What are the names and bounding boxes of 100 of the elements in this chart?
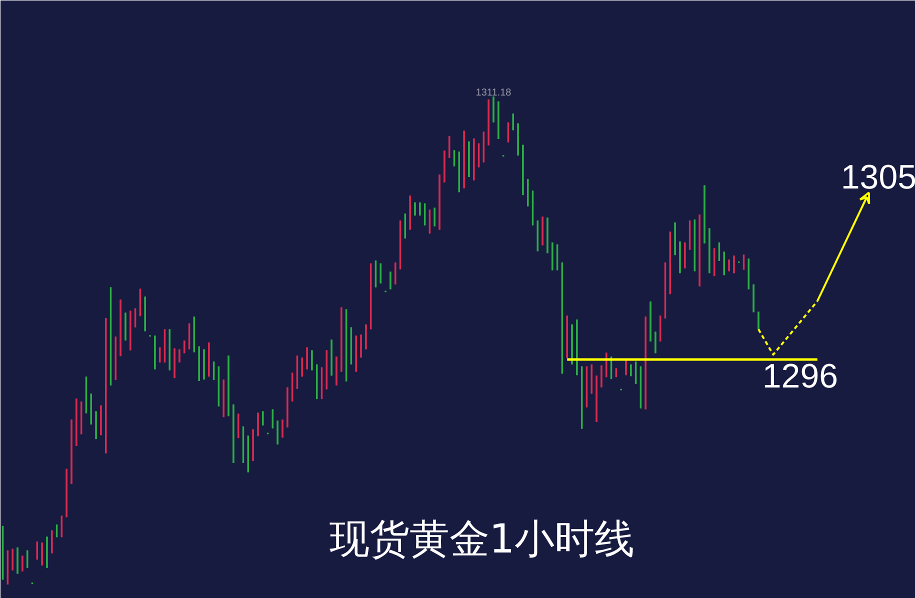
- candlestick: [154, 334, 156, 370]
- candlestick: [684, 242, 686, 270]
- candlestick: [650, 300, 652, 342]
- candlestick: [630, 364, 632, 377]
- candlestick: [70, 418, 72, 485]
- text: 1296: [762, 358, 838, 396]
- candlestick: [654, 330, 656, 354]
- candlestick: [394, 262, 396, 286]
- candlestick: [336, 356, 338, 386]
- text: 1305: [840, 158, 915, 197]
- candlestick: [708, 228, 710, 274]
- candlestick: [276, 420, 278, 446]
- candlestick: [669, 230, 672, 295]
- candlestick: [448, 135, 450, 159]
- candlestick: [232, 404, 234, 464]
- candlestick: [674, 222, 676, 256]
- candlestick: [414, 202, 416, 216]
- candlestick: [144, 296, 146, 332]
- candlestick: [718, 242, 720, 262]
- candlestick: [316, 364, 318, 400]
- candlestick: [438, 174, 440, 230]
- candlestick: [60, 514, 63, 538]
- candlestick: [130, 310, 132, 352]
- candlestick: [174, 348, 176, 379]
- candlestick: [473, 138, 475, 182]
- candlestick: [390, 270, 392, 290]
- candlestick: [380, 262, 382, 284]
- candlestick: [492, 96, 494, 124]
- candlestick: [468, 140, 470, 178]
- candlestick: [644, 316, 646, 410]
- candlestick: [512, 112, 514, 131]
- candlestick: [596, 374, 598, 423]
- candlestick: [134, 308, 136, 328]
- candlestick: [124, 312, 126, 342]
- candlestick: [752, 284, 754, 313]
- candlestick: [606, 352, 608, 378]
- text: 现货黄金1小时线: [329, 516, 635, 562]
- candlestick: [282, 418, 284, 438]
- candlestick: [478, 142, 480, 168]
- candlestick: [463, 130, 465, 189]
- candlestick: [306, 346, 308, 370]
- candlestick: [16, 546, 18, 575]
- candlestick: [330, 338, 332, 376]
- candlestick: [184, 340, 186, 354]
- candlestick: [733, 254, 735, 274]
- candlestick: [758, 310, 760, 330]
- candlestick: [526, 178, 529, 208]
- candlestick: [679, 240, 681, 274]
- candlestick: [90, 392, 92, 426]
- candlestick: [571, 324, 573, 366]
- candlestick: [576, 318, 578, 376]
- candlestick: [424, 202, 426, 226]
- candlestick: [590, 364, 592, 394]
- candlestick: [46, 536, 48, 569]
- candlestick: [546, 216, 548, 254]
- candlestick: [522, 144, 524, 196]
- candlestick: [542, 216, 544, 246]
- candlestick: [286, 386, 288, 428]
- candlestick: [66, 468, 68, 518]
- candlestick: [552, 242, 554, 271]
- candlestick: [41, 542, 43, 566]
- candlestick: [517, 122, 519, 156]
- candlestick: [409, 194, 411, 230]
- candlestick: [704, 184, 706, 244]
- candlestick: [723, 250, 725, 276]
- candlestick: [360, 334, 362, 358]
- candlestick: [158, 346, 161, 364]
- candlestick: [301, 356, 303, 378]
- candlestick: [311, 350, 313, 372]
- candlestick: [198, 346, 200, 382]
- candlestick: [698, 214, 700, 288]
- candlestick: [365, 324, 367, 350]
- annotation: 1311.18: [476, 88, 512, 98]
- candlestick: [36, 540, 38, 560]
- candlestick: [203, 348, 205, 380]
- candlestick: [247, 434, 250, 474]
- candlestick: [22, 554, 24, 572]
- candlestick: [222, 378, 224, 418]
- candlestick: [252, 428, 254, 462]
- candlestick: [262, 410, 264, 426]
- candlestick: [434, 207, 436, 228]
- candlestick: [355, 334, 357, 372]
- candlestick: [26, 550, 28, 569]
- candlestick: [178, 348, 180, 364]
- candlestick: [208, 342, 210, 378]
- candlestick: [625, 358, 627, 376]
- candlestick: [488, 98, 490, 146]
- candlestick: [566, 314, 568, 359]
- candlestick: [458, 150, 460, 193]
- candlestick: [444, 150, 446, 184]
- candlestick: [100, 404, 102, 436]
- candlestick: [120, 298, 122, 357]
- candlestick: [76, 398, 78, 447]
- candlestick: [12, 548, 14, 572]
- candlestick: [419, 202, 421, 216]
- candlestick: [104, 317, 107, 454]
- candlestick: [728, 258, 730, 272]
- candlestick: [634, 360, 637, 385]
- candlestick: [507, 122, 510, 144]
- candlestick: [257, 412, 259, 437]
